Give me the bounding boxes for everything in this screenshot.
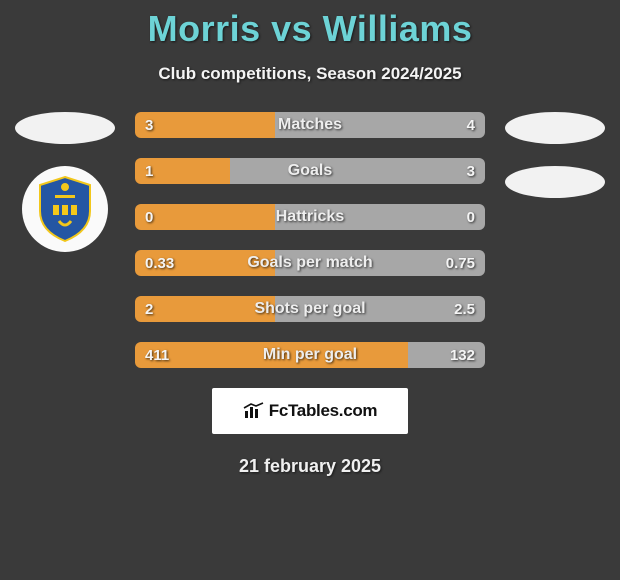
player1-club-crest <box>22 166 108 252</box>
stat-bars: Matches34 Goals13 Hattricks00 Goals per mat… <box>135 112 485 368</box>
stat-bar-player1 <box>135 112 275 138</box>
player1-badges <box>10 112 120 252</box>
stat-bar-player1 <box>135 250 275 276</box>
stat-bar-player1 <box>135 204 275 230</box>
stat-row: Min per goal411132 <box>135 342 485 368</box>
snapshot-date: 21 february 2025 <box>0 456 620 477</box>
stat-row: Hattricks00 <box>135 204 485 230</box>
stat-bar-player1 <box>135 158 230 184</box>
chart-icon <box>243 402 265 420</box>
stat-bar-player2 <box>275 296 485 322</box>
source-logo-text: FcTables.com <box>243 401 378 421</box>
stat-bar-player1 <box>135 342 408 368</box>
comparison-content: Matches34 Goals13 Hattricks00 Goals per mat… <box>0 112 620 477</box>
stat-bar-player2 <box>230 158 486 184</box>
comparison-title: Morris vs Williams <box>0 0 620 50</box>
stat-row: Goals per match0.330.75 <box>135 250 485 276</box>
player2-natl-badge <box>505 112 605 144</box>
stat-bar-player1 <box>135 296 275 322</box>
player2-badges <box>500 112 610 220</box>
stat-bar-player2 <box>408 342 485 368</box>
comparison-subtitle: Club competitions, Season 2024/2025 <box>0 64 620 84</box>
stat-row: Matches34 <box>135 112 485 138</box>
shield-icon <box>35 175 95 243</box>
stat-row: Goals13 <box>135 158 485 184</box>
stat-row: Shots per goal22.5 <box>135 296 485 322</box>
player1-natl-badge <box>15 112 115 144</box>
stat-bar-player2 <box>275 250 485 276</box>
stat-bar-player2 <box>275 204 485 230</box>
player2-club-badge <box>505 166 605 198</box>
stat-bar-player2 <box>275 112 485 138</box>
source-logo: FcTables.com <box>212 388 408 434</box>
source-logo-label: FcTables.com <box>269 401 378 421</box>
